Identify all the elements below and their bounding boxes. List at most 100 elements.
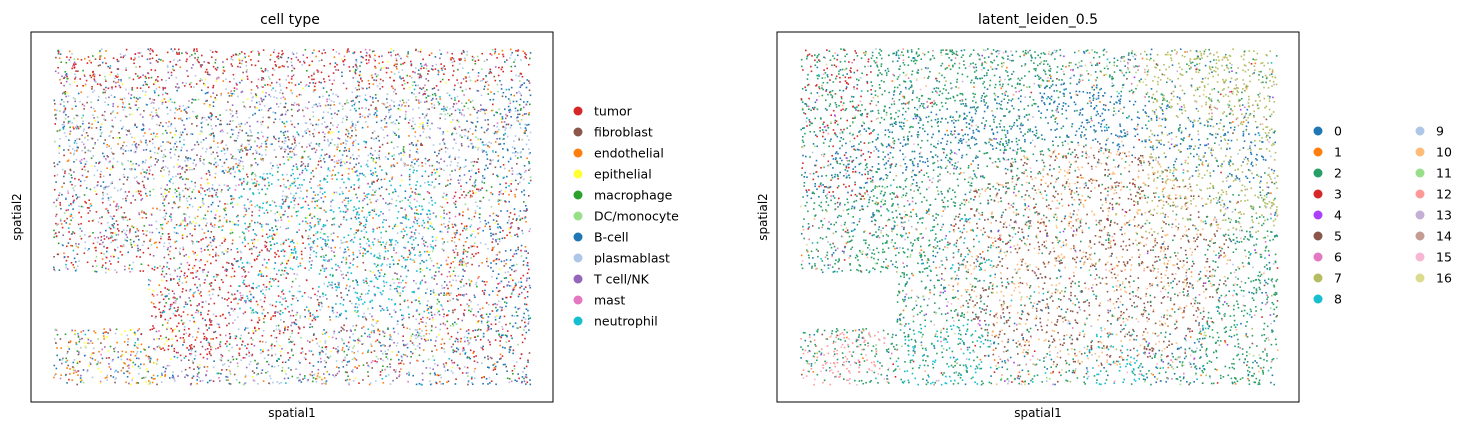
cell-point [429, 268, 431, 271]
cell-point [397, 291, 399, 294]
cell-point [312, 287, 314, 290]
cell-point [296, 110, 299, 112]
cell-point [406, 372, 408, 375]
cell-point [525, 143, 528, 146]
cell-point [387, 158, 389, 160]
cell-point [320, 154, 323, 157]
cell-point [395, 287, 398, 290]
cell-point [162, 88, 165, 91]
cell-point [328, 144, 330, 147]
cell-point [231, 242, 234, 245]
cell-point [56, 130, 59, 132]
cell-point [314, 200, 316, 203]
cell-point [388, 239, 391, 241]
cell-point [312, 124, 314, 127]
cell-point [122, 183, 125, 185]
cell-point [57, 223, 59, 225]
cell-point [399, 222, 402, 224]
cell-point [287, 359, 290, 361]
cell-point [238, 196, 241, 199]
cell-point [421, 279, 423, 282]
cell-point [506, 210, 509, 212]
cell-point [92, 352, 95, 354]
cell-point [461, 194, 463, 196]
cell-point [460, 281, 462, 283]
cell-point [367, 349, 370, 352]
cell-point [443, 287, 446, 289]
cell-point [409, 258, 412, 260]
cell-point [269, 143, 272, 146]
cell-point [427, 300, 429, 302]
cell-point [328, 336, 330, 338]
cell-point [257, 132, 259, 134]
cell-point [148, 49, 151, 52]
cell-point [402, 237, 404, 239]
cell-point [506, 135, 509, 138]
cell-point [74, 329, 76, 332]
cell-point [67, 190, 69, 192]
cell-point [392, 379, 394, 382]
cell-point [254, 259, 256, 262]
cell-point [411, 259, 413, 261]
cell-point [227, 248, 229, 250]
cell-point [245, 353, 248, 356]
cell-point [216, 142, 219, 144]
cell-point [224, 317, 227, 319]
cell-point [290, 82, 293, 84]
cell-point [232, 73, 235, 76]
cell-point [403, 79, 405, 82]
cell-point [319, 376, 322, 379]
cell-point [355, 229, 358, 231]
cell-point [225, 274, 228, 277]
cell-point [339, 247, 341, 249]
cell-point [123, 245, 125, 247]
cell-point [438, 149, 441, 152]
cell-point [473, 57, 475, 59]
cell-point [358, 101, 360, 103]
cell-point [402, 216, 404, 219]
cell-point [489, 225, 491, 228]
cell-point [274, 256, 276, 258]
cell-point [291, 123, 293, 126]
cell-point [240, 145, 243, 147]
cell-point [72, 264, 74, 266]
cell-point [100, 243, 103, 246]
cell-point [466, 137, 469, 140]
cell-point [446, 201, 449, 204]
cell-point [188, 187, 191, 189]
cell-point [304, 375, 306, 377]
cell-point [499, 199, 501, 202]
cell-point [387, 106, 389, 108]
cell-point [494, 316, 497, 319]
cell-point [529, 103, 531, 106]
cell-point [243, 105, 246, 108]
cell-point [66, 367, 68, 369]
cell-point [100, 84, 102, 87]
cell-point [490, 91, 492, 93]
cell-point [324, 342, 327, 344]
cell-point [88, 235, 90, 238]
cell-point [499, 353, 502, 356]
cell-point [496, 309, 499, 311]
cell-point [405, 214, 407, 216]
cell-point [421, 224, 423, 227]
cell-point [528, 139, 530, 141]
cell-point [400, 207, 402, 209]
cell-point [409, 362, 411, 364]
cell-point [252, 339, 254, 341]
cell-point [500, 310, 502, 312]
cell-point [292, 314, 295, 317]
cell-point [458, 59, 461, 61]
cell-point [299, 379, 301, 381]
cell-point [529, 228, 531, 230]
cell-point [483, 88, 485, 90]
cell-point [522, 232, 524, 235]
cell-point [110, 112, 112, 115]
cell-point [240, 91, 243, 94]
cell-point [446, 164, 448, 167]
cell-point [431, 316, 434, 319]
cell-point [91, 376, 94, 379]
cell-point [508, 281, 510, 283]
cell-point [431, 171, 433, 174]
cell-point [420, 144, 422, 146]
